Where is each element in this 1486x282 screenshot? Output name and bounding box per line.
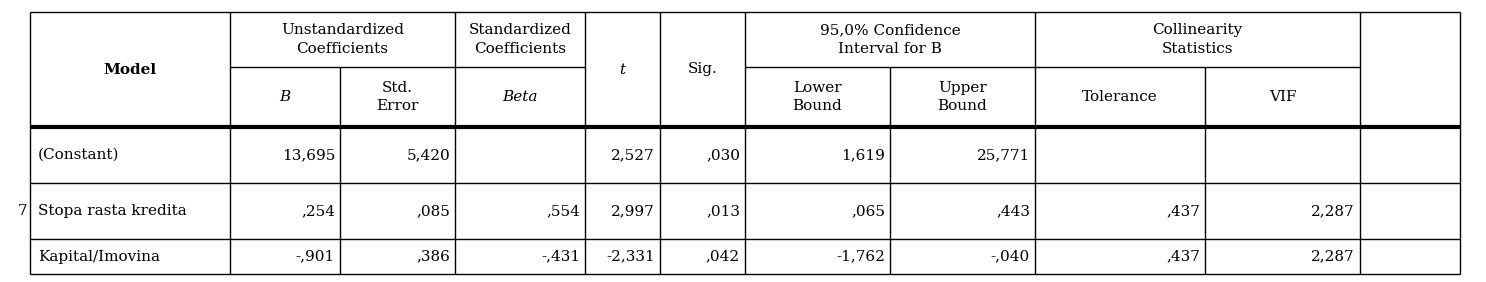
Text: ,443: ,443 [996, 204, 1030, 218]
Text: 2,287: 2,287 [1311, 204, 1355, 218]
Text: -,040: -,040 [991, 250, 1030, 263]
Text: Lower
Bound: Lower Bound [792, 81, 843, 113]
Text: 13,695: 13,695 [282, 148, 334, 162]
Text: Std.
Error: Std. Error [376, 81, 419, 113]
Text: 25,771: 25,771 [976, 148, 1030, 162]
Text: VIF: VIF [1269, 90, 1296, 104]
Text: Unstandardized
Coefficients: Unstandardized Coefficients [281, 23, 404, 56]
Text: Beta: Beta [502, 90, 538, 104]
Text: ,386: ,386 [416, 250, 450, 263]
Text: Kapital/Imovina: Kapital/Imovina [39, 250, 160, 263]
Text: Upper
Bound: Upper Bound [938, 81, 987, 113]
Text: 5,420: 5,420 [406, 148, 450, 162]
Text: 7: 7 [18, 204, 27, 218]
Text: 95,0% Confidence
Interval for B: 95,0% Confidence Interval for B [820, 23, 960, 56]
Text: ,085: ,085 [416, 204, 450, 218]
Text: 1,619: 1,619 [841, 148, 886, 162]
Text: t: t [620, 63, 626, 76]
Text: Tolerance: Tolerance [1082, 90, 1158, 104]
Text: Stopa rasta kredita: Stopa rasta kredita [39, 204, 187, 218]
Text: ,030: ,030 [706, 148, 740, 162]
Text: ,554: ,554 [547, 204, 580, 218]
Text: -2,331: -2,331 [606, 250, 655, 263]
Text: 2,997: 2,997 [611, 204, 655, 218]
Text: 2,287: 2,287 [1311, 250, 1355, 263]
Text: Model: Model [104, 63, 156, 76]
Text: (Constant): (Constant) [39, 148, 119, 162]
Text: ,013: ,013 [706, 204, 740, 218]
Text: Standardized
Coefficients: Standardized Coefficients [468, 23, 572, 56]
Text: ,042: ,042 [706, 250, 740, 263]
Text: -1,762: -1,762 [837, 250, 886, 263]
Text: -,431: -,431 [541, 250, 580, 263]
Text: Sig.: Sig. [688, 63, 718, 76]
Text: ,437: ,437 [1167, 250, 1201, 263]
Text: Collinearity
Statistics: Collinearity Statistics [1152, 23, 1242, 56]
Text: ,254: ,254 [302, 204, 334, 218]
Text: ,065: ,065 [851, 204, 886, 218]
Text: B: B [279, 90, 291, 104]
Text: 2,527: 2,527 [611, 148, 655, 162]
Text: -,901: -,901 [296, 250, 334, 263]
Text: ,437: ,437 [1167, 204, 1201, 218]
